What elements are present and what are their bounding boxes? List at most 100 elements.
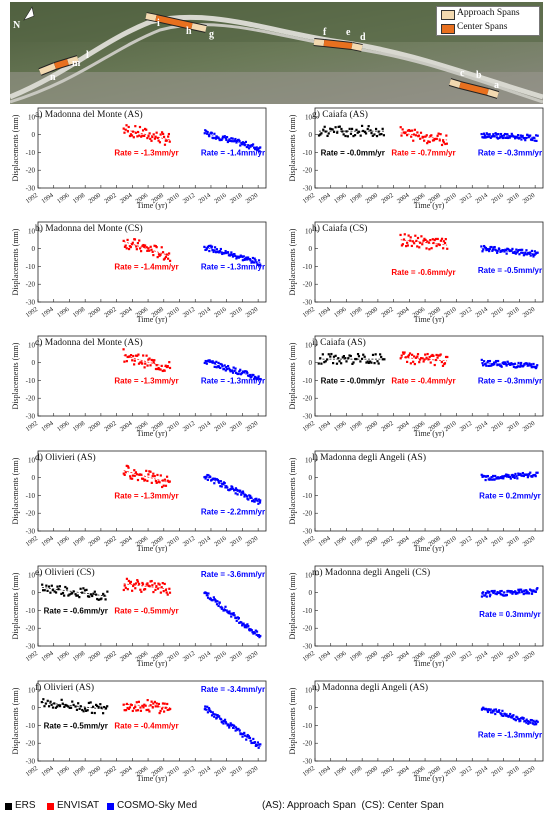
data-point <box>533 253 536 257</box>
data-point <box>531 365 534 368</box>
data-point <box>129 133 133 136</box>
data-point <box>125 464 128 467</box>
data-point <box>348 354 351 357</box>
data-point <box>518 718 521 721</box>
data-point <box>153 582 156 585</box>
data-point <box>503 591 506 594</box>
x-tick-label: 2010 <box>166 192 181 205</box>
data-point <box>142 243 145 247</box>
data-point <box>376 360 379 363</box>
data-point <box>72 703 75 706</box>
data-point <box>213 132 216 135</box>
data-point <box>254 376 257 379</box>
x-tick-label: 2004 <box>119 419 134 433</box>
data-point <box>152 590 155 594</box>
x-tick-label: 2016 <box>490 419 505 433</box>
x-tick-label: 2016 <box>490 191 505 205</box>
span-segment <box>155 15 193 29</box>
x-tick-label: 2014 <box>197 534 212 548</box>
data-point <box>227 612 231 615</box>
data-point <box>255 146 258 149</box>
y-tick-label: 0 <box>309 359 313 367</box>
span-segment <box>67 56 79 65</box>
data-point <box>438 243 441 247</box>
data-point <box>145 128 148 131</box>
x-tick-label: 2000 <box>364 192 379 205</box>
data-point <box>146 699 149 702</box>
data-point <box>504 363 507 366</box>
data-point <box>212 361 215 364</box>
data-point <box>414 234 417 237</box>
data-point <box>481 136 484 139</box>
data-point <box>519 363 522 366</box>
data-point <box>400 134 403 137</box>
data-point <box>250 496 253 499</box>
data-point <box>215 360 218 363</box>
x-tick-label: 1994 <box>40 191 55 205</box>
data-point <box>331 128 334 131</box>
x-tick-label: 2002 <box>103 765 118 778</box>
data-point <box>436 134 439 137</box>
data-point <box>148 132 151 135</box>
rate-label: Rate = 0.3mm/yr <box>479 610 541 619</box>
data-point <box>424 238 427 242</box>
data-point <box>525 249 528 252</box>
data-point <box>226 364 230 368</box>
data-point <box>532 136 536 139</box>
y-axis-label: Displacements (mm) <box>288 228 297 295</box>
data-point <box>488 590 491 594</box>
x-tick-label: 2010 <box>166 420 181 433</box>
data-point <box>131 241 134 244</box>
data-point <box>240 143 244 146</box>
data-point <box>335 362 339 365</box>
rate-label: Rate = -1.3mm/yr <box>114 148 178 157</box>
data-point <box>42 698 45 701</box>
data-point <box>147 584 150 587</box>
x-tick-label: 1994 <box>40 534 55 548</box>
data-point <box>428 355 431 359</box>
x-tick-label: 2018 <box>506 420 521 433</box>
x-tick-label: 2012 <box>182 650 197 663</box>
span-label-d: d <box>360 32 366 43</box>
data-point <box>530 719 533 722</box>
panel-title: f) Olivieri (AS) <box>35 682 94 693</box>
data-point <box>337 125 340 129</box>
data-point <box>124 586 127 589</box>
x-tick-label: 2020 <box>522 650 537 663</box>
x-tick-label: 2004 <box>119 764 134 778</box>
data-point <box>149 704 152 707</box>
panel-title: h) Caiafa (CS) <box>312 223 367 234</box>
data-point <box>430 247 433 250</box>
data-point <box>494 712 497 716</box>
data-point <box>488 249 491 253</box>
trend-line <box>204 592 261 638</box>
data-point <box>253 257 256 260</box>
x-axis-label: Time (yr) <box>414 544 445 553</box>
data-point <box>525 721 528 724</box>
data-point <box>64 585 67 589</box>
data-point <box>499 132 503 136</box>
data-point <box>49 591 52 594</box>
data-point <box>203 245 206 248</box>
data-point <box>526 720 529 723</box>
data-point <box>348 127 351 130</box>
data-point <box>241 490 245 493</box>
data-point <box>249 739 252 742</box>
data-point <box>524 719 527 723</box>
data-point <box>245 256 248 259</box>
legend-swatch-center <box>441 24 455 34</box>
data-point <box>251 741 254 745</box>
data-point <box>234 137 237 141</box>
data-point <box>410 244 413 248</box>
y-tick-label: -30 <box>26 758 36 766</box>
map-legend: Approach Spans Center Spans <box>436 6 540 36</box>
data-point <box>320 362 323 365</box>
plot-frame <box>37 107 267 189</box>
data-point <box>412 139 415 142</box>
data-point <box>528 592 531 595</box>
data-point <box>74 593 77 596</box>
data-point <box>122 588 125 592</box>
data-point <box>247 147 251 150</box>
